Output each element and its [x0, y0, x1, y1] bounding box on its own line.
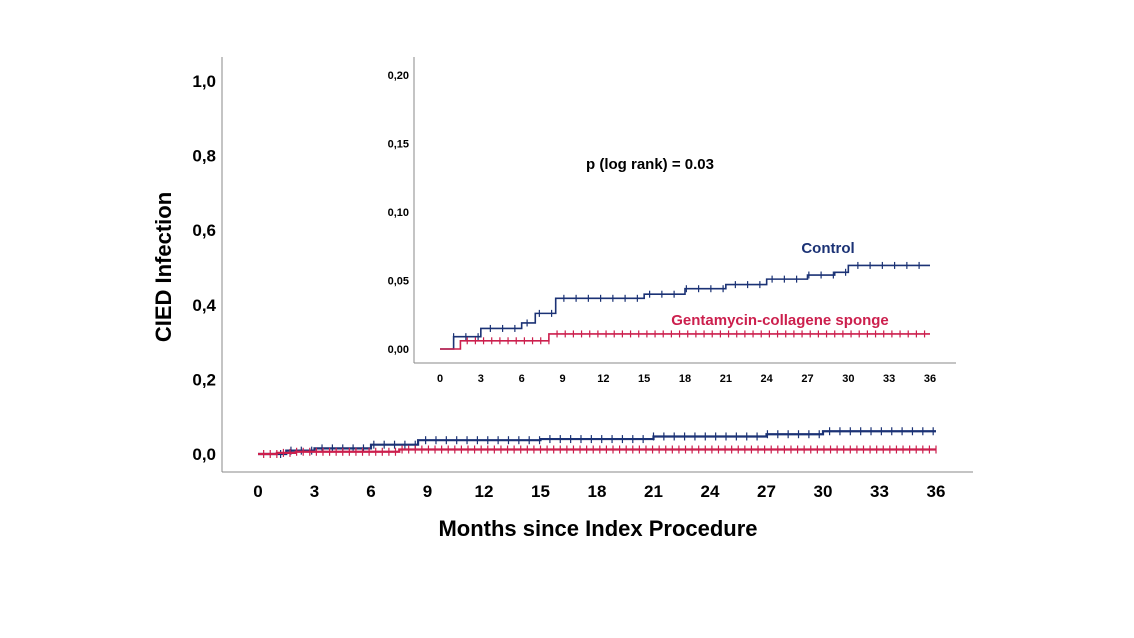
inset-series: [440, 261, 930, 350]
inset-y-tick-label: 0,15: [388, 139, 409, 151]
main-axes: [221, 57, 973, 473]
inset-x-tick-label: 15: [638, 373, 650, 385]
main-sponge-censor-marks: [263, 445, 937, 458]
main-y-tick-label: 0,2: [192, 370, 216, 389]
inset-x-tick-label: 6: [519, 373, 525, 385]
main-y-tick-label: 0,6: [192, 221, 216, 240]
inset-y-tick-label: 0,05: [388, 276, 409, 288]
main-x-axis-title: Months since Index Procedure: [438, 516, 757, 541]
main-x-tick-label: 0: [253, 482, 262, 501]
p-value-annotation: p (log rank) = 0.03: [586, 156, 714, 173]
main-y-axis-title: CIED Infection: [151, 192, 176, 342]
inset-x-tick-label: 12: [597, 373, 609, 385]
main-x-tick-label: 27: [757, 482, 776, 501]
main-x-tick-label: 24: [701, 482, 720, 501]
control-series-label: Control: [801, 240, 854, 257]
inset-x-tick-label: 9: [559, 373, 565, 385]
main-x-tick-label: 15: [531, 482, 550, 501]
main-y-tick-label: 0,8: [192, 147, 216, 166]
main-series: [258, 427, 937, 458]
inset-x-tick-label: 18: [679, 373, 691, 385]
inset-x-tick-label: 30: [842, 373, 854, 385]
inset-y-tick-label: 0,10: [388, 207, 409, 219]
main-y-tick-label: 0,4: [192, 296, 216, 315]
main-x-tick-label: 36: [927, 482, 946, 501]
main-y-tick-label: 0,0: [192, 445, 216, 464]
main-x-tick-label: 12: [475, 482, 494, 501]
inset-y-tick-label: 0,20: [388, 70, 409, 82]
inset-x-tick-label: 24: [761, 373, 774, 385]
inset-axes: [413, 57, 956, 364]
inset-y-tick-label: 0,00: [388, 344, 409, 356]
main-control-censor-marks: [280, 427, 934, 458]
inset-x-tick-label: 33: [883, 373, 895, 385]
main-tick-labels: 0 3 6 9 12 15 18 21 24 27 30 33 360,00,20,40,60,81,0: [192, 72, 945, 501]
main-x-tick-label: 9: [423, 482, 432, 501]
sponge-series-label: Gentamycin-collagene sponge: [671, 312, 889, 329]
inset-x-tick-label: 36: [924, 373, 936, 385]
main-x-tick-label: 30: [814, 482, 833, 501]
inset-x-tick-label: 21: [720, 373, 732, 385]
main-y-tick-label: 1,0: [192, 72, 216, 91]
main-x-tick-label: 21: [644, 482, 663, 501]
inset-control-censor-marks: [453, 261, 920, 341]
inset-control-curve: [440, 264, 930, 350]
inset-sponge-curve: [440, 333, 930, 350]
inset-x-tick-label: 3: [478, 373, 484, 385]
inset-x-tick-label: 0: [437, 373, 443, 385]
inset-tick-labels: 0 3 6 9 12 15 18 21 24 27 30 33 360,000,050,100,150,…: [388, 70, 937, 385]
main-x-tick-label: 33: [870, 482, 889, 501]
main-x-tick-label: 18: [588, 482, 607, 501]
main-x-tick-label: 6: [366, 482, 375, 501]
main-x-tick-label: 3: [310, 482, 319, 501]
inset-sponge-censor-marks: [466, 330, 926, 345]
inset-x-tick-label: 27: [801, 373, 813, 385]
main-sponge-curve: [258, 448, 936, 456]
